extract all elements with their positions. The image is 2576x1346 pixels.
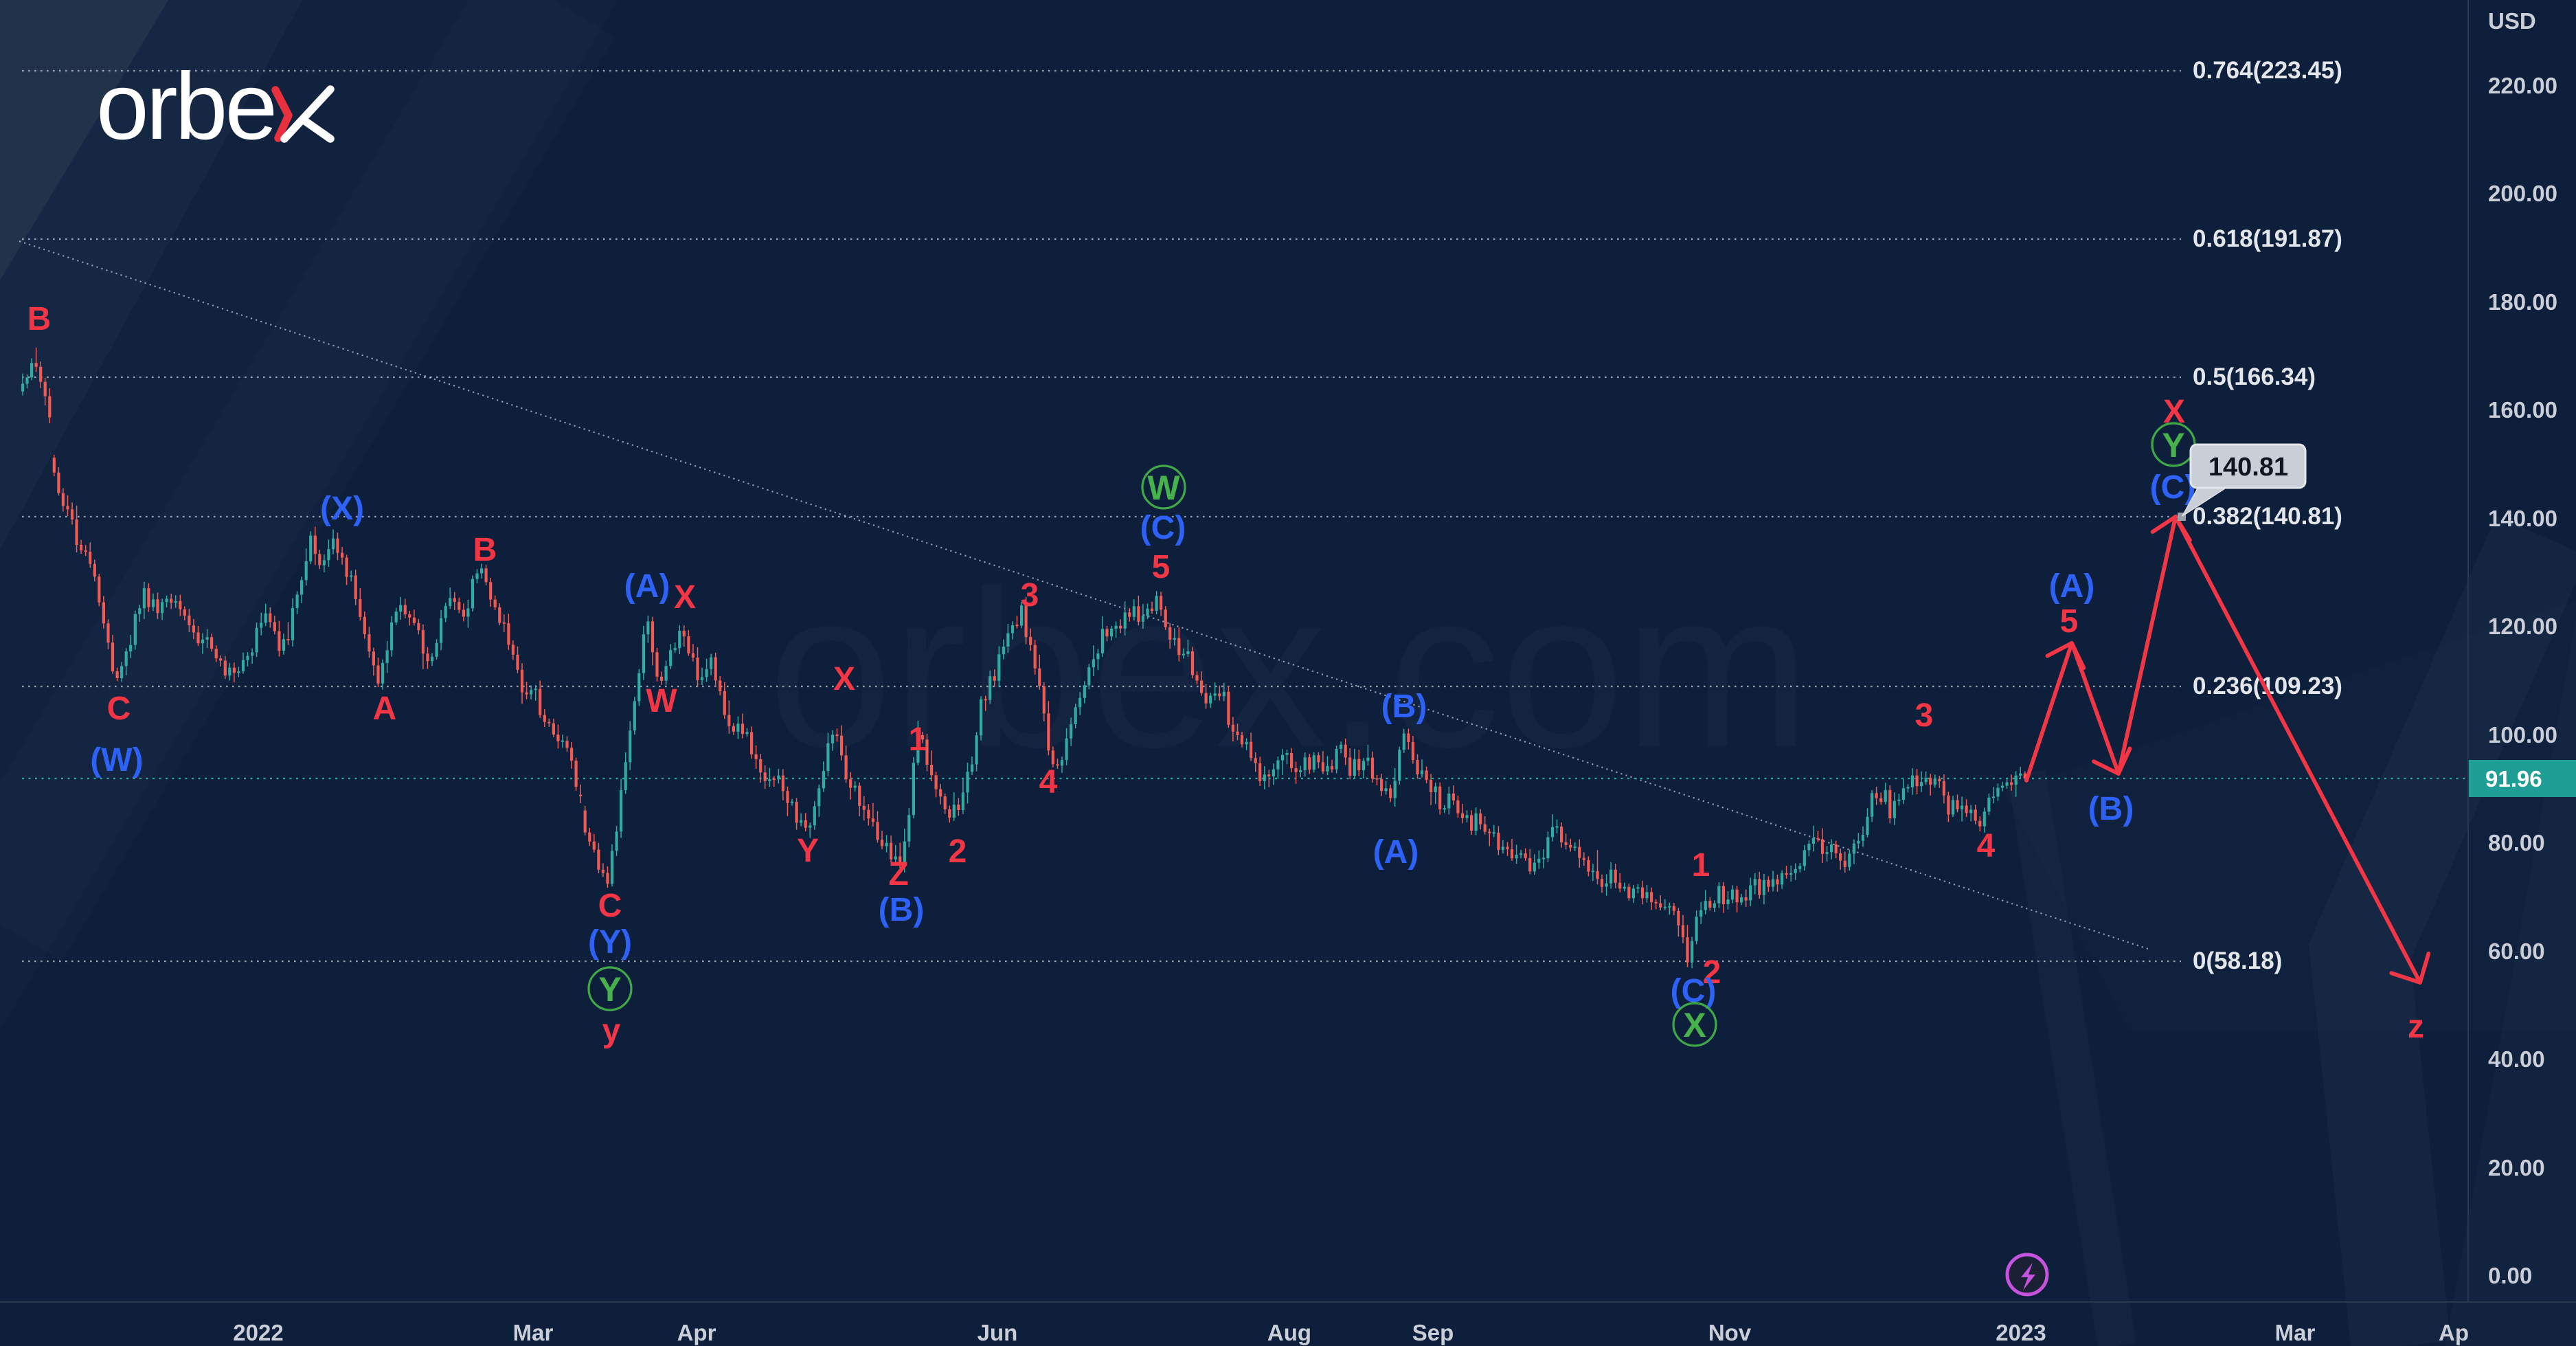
- svg-text:(C): (C): [1140, 510, 1186, 546]
- svg-text:4: 4: [1977, 828, 1996, 864]
- svg-text:Sep: Sep: [1412, 1320, 1454, 1345]
- svg-text:1: 1: [1692, 847, 1710, 884]
- svg-text:X: X: [1683, 1006, 1706, 1044]
- svg-text:160.00: 160.00: [2488, 397, 2557, 423]
- svg-text:2: 2: [1703, 954, 1721, 991]
- svg-text:5: 5: [2060, 603, 2079, 640]
- svg-text:(C): (C): [2150, 469, 2196, 506]
- svg-text:C: C: [598, 888, 622, 924]
- svg-text:y: y: [602, 1013, 621, 1049]
- svg-text:B: B: [27, 301, 52, 337]
- svg-text:0(58.18): 0(58.18): [2193, 947, 2282, 974]
- svg-text:180.00: 180.00: [2488, 289, 2557, 315]
- svg-text:220.00: 220.00: [2488, 73, 2557, 98]
- svg-text:Apr: Apr: [677, 1320, 716, 1345]
- svg-text:W: W: [1147, 469, 1180, 507]
- svg-text:0.382(140.81): 0.382(140.81): [2193, 503, 2342, 530]
- svg-text:(Y): (Y): [588, 924, 632, 961]
- svg-text:60.00: 60.00: [2488, 939, 2545, 964]
- svg-text:3: 3: [1915, 697, 1934, 734]
- svg-text:Jun: Jun: [978, 1320, 1018, 1345]
- svg-text:Y: Y: [598, 970, 621, 1009]
- svg-text:5: 5: [1152, 549, 1171, 585]
- svg-text:Y: Y: [2162, 426, 2184, 464]
- svg-text:(B): (B): [2088, 791, 2134, 827]
- svg-text:2022: 2022: [233, 1320, 283, 1345]
- svg-text:Mar: Mar: [2275, 1320, 2316, 1345]
- svg-text:(A): (A): [624, 568, 670, 605]
- svg-text:(X): (X): [320, 491, 364, 527]
- svg-text:B: B: [473, 532, 497, 568]
- svg-text:(W): (W): [90, 742, 143, 778]
- svg-text:0.764(223.45): 0.764(223.45): [2193, 57, 2342, 84]
- svg-text:2: 2: [949, 833, 967, 870]
- svg-text:USD: USD: [2488, 8, 2536, 34]
- svg-text:Aug: Aug: [1267, 1320, 1311, 1345]
- svg-text:4: 4: [1039, 764, 1058, 800]
- svg-text:(B): (B): [879, 892, 925, 928]
- svg-text:20.00: 20.00: [2488, 1155, 2545, 1180]
- svg-text:Ap: Ap: [2439, 1320, 2469, 1345]
- svg-text:0.618(191.87): 0.618(191.87): [2193, 225, 2342, 252]
- svg-text:140.81: 140.81: [2208, 453, 2288, 482]
- svg-text:80.00: 80.00: [2488, 830, 2545, 855]
- svg-text:(A): (A): [1373, 834, 1419, 871]
- svg-text:X: X: [833, 661, 855, 697]
- svg-text:A: A: [373, 691, 397, 727]
- svg-text:(A): (A): [2049, 568, 2095, 605]
- svg-text:(B): (B): [1381, 688, 1427, 725]
- svg-text:200.00: 200.00: [2488, 181, 2557, 206]
- svg-text:Z: Z: [888, 856, 908, 893]
- svg-text:orbe: orbe: [96, 54, 275, 159]
- svg-text:140.00: 140.00: [2488, 506, 2557, 531]
- svg-text:91.96: 91.96: [2485, 766, 2542, 792]
- svg-text:1: 1: [909, 721, 927, 758]
- svg-text:X: X: [674, 579, 696, 616]
- svg-text:0.5(166.34): 0.5(166.34): [2193, 363, 2316, 390]
- svg-text:Nov: Nov: [1708, 1320, 1752, 1345]
- svg-text:3: 3: [1021, 577, 1039, 614]
- svg-text:120.00: 120.00: [2488, 614, 2557, 639]
- svg-text:W: W: [646, 683, 677, 719]
- svg-text:Mar: Mar: [513, 1320, 554, 1345]
- svg-text:100.00: 100.00: [2488, 722, 2557, 748]
- svg-text:z: z: [2408, 1009, 2424, 1045]
- svg-text:0.00: 0.00: [2488, 1263, 2532, 1288]
- svg-text:C: C: [107, 691, 131, 727]
- svg-text:40.00: 40.00: [2488, 1046, 2545, 1072]
- svg-text:2023: 2023: [1996, 1320, 2046, 1345]
- svg-text:Y: Y: [797, 833, 819, 869]
